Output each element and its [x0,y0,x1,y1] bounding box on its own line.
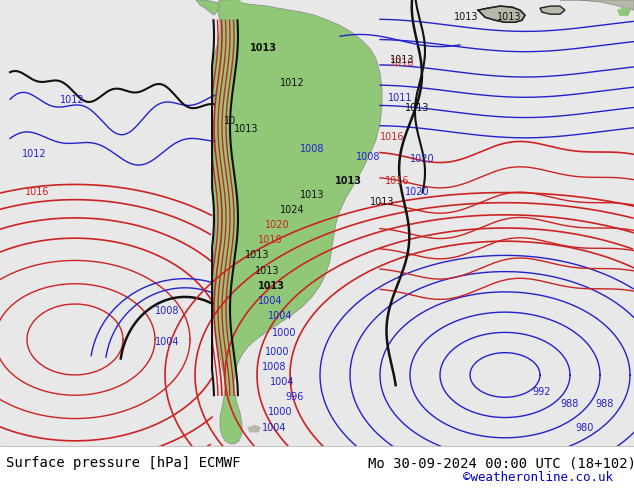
Text: 1016: 1016 [25,187,49,196]
Text: 1013: 1013 [335,176,362,186]
Text: Mo 30-09-2024 00:00 UTC (18+102): Mo 30-09-2024 00:00 UTC (18+102) [368,456,634,470]
Polygon shape [248,426,260,432]
Text: 1016: 1016 [380,132,404,142]
Text: 1004: 1004 [268,311,292,321]
Text: 1016: 1016 [390,58,415,68]
Text: 1000: 1000 [272,328,297,339]
Text: 1004: 1004 [258,296,283,306]
Text: 996: 996 [285,392,304,402]
Text: 992: 992 [532,387,550,397]
Text: 1011: 1011 [388,93,413,103]
Text: 1004: 1004 [270,377,295,387]
Text: 1012: 1012 [60,96,84,105]
Text: 1020: 1020 [405,187,430,196]
Polygon shape [560,0,634,10]
Text: 1008: 1008 [300,144,325,154]
Polygon shape [540,6,565,14]
Text: 1013: 1013 [370,196,394,207]
Polygon shape [230,0,242,7]
Text: 10: 10 [224,116,236,125]
Text: 1016: 1016 [385,176,410,186]
Text: 1020: 1020 [265,220,290,230]
Text: 1013: 1013 [300,190,325,199]
Text: 1020: 1020 [410,154,435,164]
Text: 1013: 1013 [250,43,277,52]
Text: 1013: 1013 [258,281,285,291]
Text: 1013: 1013 [454,12,479,22]
Text: 1012: 1012 [280,78,304,88]
Polygon shape [478,6,525,22]
Text: 1012: 1012 [22,149,47,159]
Text: 1008: 1008 [262,362,287,372]
Text: 1004: 1004 [262,423,287,433]
Text: 1013: 1013 [234,124,259,134]
Text: 988: 988 [560,399,578,409]
Polygon shape [196,0,220,15]
Text: 1013: 1013 [245,250,269,260]
Text: 1004: 1004 [155,337,179,346]
Polygon shape [618,8,630,15]
Text: 1008: 1008 [155,306,179,316]
Text: 1000: 1000 [265,347,290,357]
Text: 1013: 1013 [405,103,429,114]
Text: Surface pressure [hPa] ECMWF: Surface pressure [hPa] ECMWF [6,456,241,470]
Text: 1024: 1024 [280,205,304,215]
Text: ©weatheronline.co.uk: ©weatheronline.co.uk [463,471,613,484]
Text: 1018: 1018 [258,235,283,245]
Text: 1013: 1013 [497,12,522,22]
Text: 1013: 1013 [255,266,280,275]
Polygon shape [212,0,382,444]
Text: 1013: 1013 [390,55,415,65]
Text: 988: 988 [595,399,613,409]
Text: 1008: 1008 [356,152,380,162]
Text: 1000: 1000 [268,408,292,417]
Text: 980: 980 [575,423,593,433]
